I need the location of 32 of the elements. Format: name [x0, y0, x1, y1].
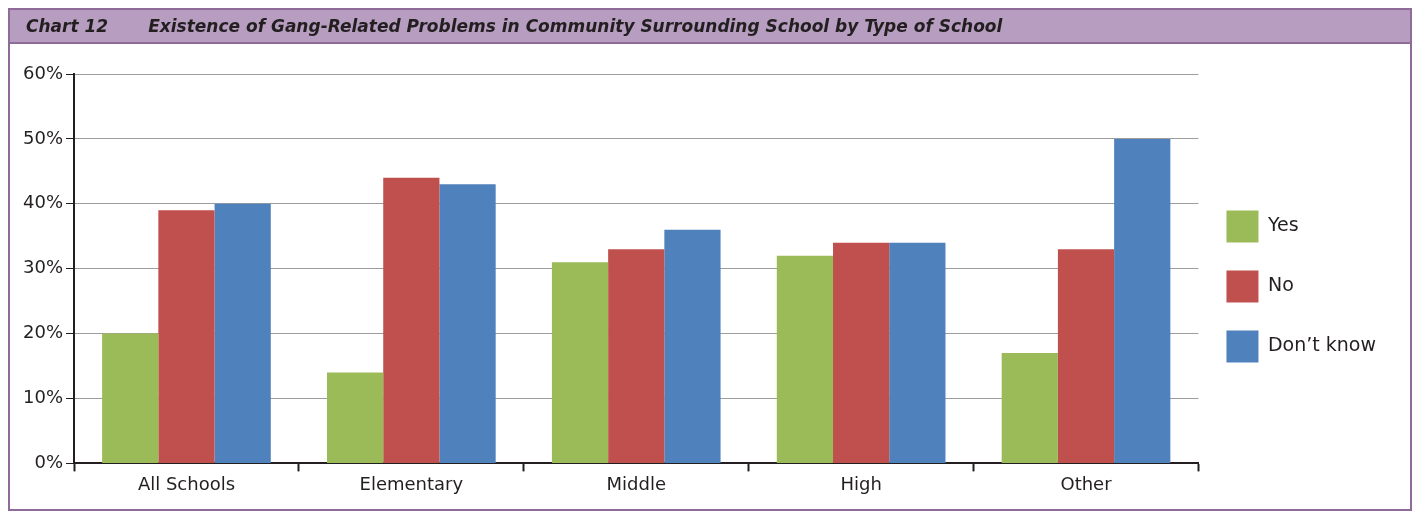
chart-subtitle: Existence of Gang-Related Problems in Community Surrounding School by Type of School — [148, 16, 1003, 36]
bar — [327, 372, 384, 463]
legend-label: Yes — [1266, 213, 1299, 236]
bar — [833, 242, 890, 463]
legend-label: No — [1267, 273, 1294, 296]
y-tick-label: 30% — [22, 256, 64, 278]
y-tick-label: 10% — [22, 386, 64, 408]
bar — [158, 210, 215, 463]
x-tick-label: Middle — [606, 472, 666, 494]
bar — [776, 255, 834, 463]
y-tick-label: 20% — [22, 321, 64, 343]
bar — [214, 203, 271, 463]
bar — [551, 262, 609, 463]
bar — [1057, 249, 1115, 463]
bar — [383, 177, 440, 463]
bar — [102, 333, 159, 463]
legend-label: Don’t know — [1267, 333, 1377, 356]
bar — [1001, 353, 1058, 463]
y-tick-label: 60% — [22, 61, 64, 83]
y-tick-label: 0% — [34, 451, 64, 473]
x-tick-label: High — [840, 472, 882, 494]
bar — [1114, 138, 1171, 463]
x-tick-label: All Schools — [137, 472, 236, 494]
x-tick-label: Elementary — [359, 472, 464, 494]
bar — [608, 249, 665, 463]
bar — [664, 229, 721, 463]
y-tick-label: 50% — [22, 126, 64, 148]
chart-title: Chart 12 — [26, 16, 109, 36]
bar — [889, 242, 946, 463]
y-tick-label: 40% — [22, 191, 64, 213]
bar — [439, 184, 496, 463]
x-tick-label: Other — [1060, 472, 1113, 494]
